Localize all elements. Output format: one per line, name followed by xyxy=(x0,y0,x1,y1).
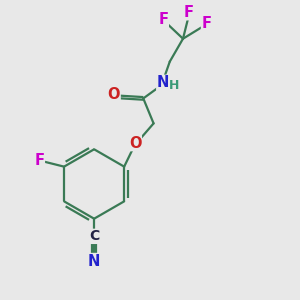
Text: O: O xyxy=(108,87,120,102)
Text: F: F xyxy=(158,12,168,27)
Text: H: H xyxy=(169,79,179,92)
Text: O: O xyxy=(129,136,141,151)
Text: F: F xyxy=(34,153,44,168)
Text: F: F xyxy=(202,16,212,32)
Text: N: N xyxy=(88,254,100,268)
Text: F: F xyxy=(183,5,193,20)
Text: C: C xyxy=(89,229,99,243)
Text: N: N xyxy=(157,75,169,90)
